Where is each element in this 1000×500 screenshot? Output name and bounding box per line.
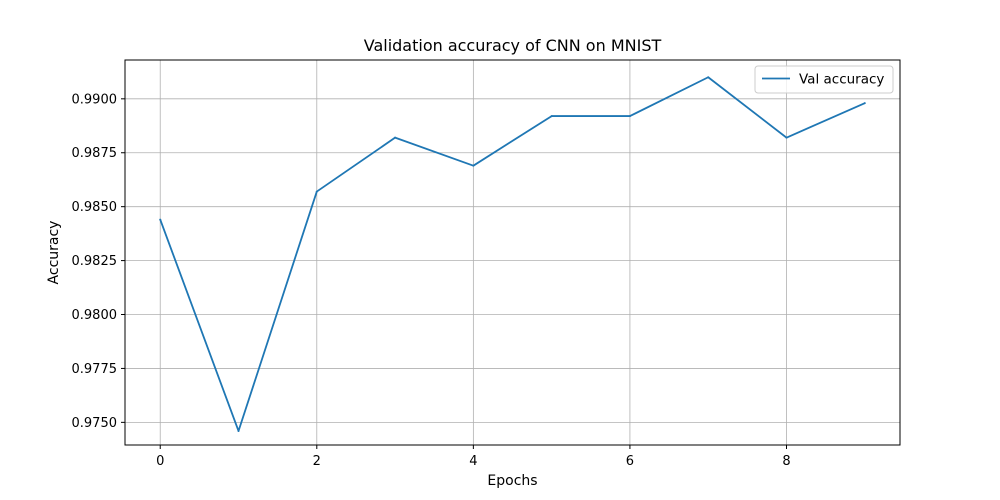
- chart-title: Validation accuracy of CNN on MNIST: [364, 36, 662, 55]
- x-tick-label: 6: [626, 454, 634, 469]
- data-point: [315, 190, 318, 193]
- data-point: [628, 115, 631, 118]
- y-tick-label: 0.9750: [72, 416, 118, 431]
- y-tick-label: 0.9875: [72, 146, 118, 161]
- y-tick-label: 0.9850: [72, 200, 118, 215]
- data-point: [707, 76, 710, 79]
- series-line-val-accuracy: [159, 76, 866, 432]
- y-tick-label: 0.9800: [72, 308, 118, 323]
- y-axis-label: Accuracy: [46, 221, 62, 285]
- data-point: [472, 164, 475, 167]
- data-point: [550, 115, 553, 118]
- plot-area-frame: [124, 59, 901, 446]
- x-tick-label: 4: [469, 454, 477, 469]
- x-tick-label: 0: [156, 454, 164, 469]
- legend: Val accuracy: [754, 65, 894, 94]
- grid: [125, 60, 900, 445]
- data-point: [863, 102, 866, 105]
- x-tick-label: 8: [782, 454, 790, 469]
- legend-label-val-accuracy: Val accuracy: [799, 72, 884, 88]
- series-layer: [159, 76, 866, 432]
- y-tick-label: 0.9825: [72, 254, 118, 269]
- x-tick-label: 2: [313, 454, 321, 469]
- data-point: [159, 218, 162, 221]
- data-point: [394, 136, 397, 139]
- data-point: [237, 429, 240, 432]
- x-axis-label: Epochs: [487, 473, 537, 489]
- y-tick-label: 0.9775: [72, 362, 118, 377]
- legend-box: [754, 65, 894, 94]
- data-point: [785, 136, 788, 139]
- y-tick-label: 0.9900: [72, 92, 118, 107]
- ticks: 0 2 4 6 8 0.9750 0.9775 0.9800 0.9825 0.9850 0.987…: [72, 92, 791, 469]
